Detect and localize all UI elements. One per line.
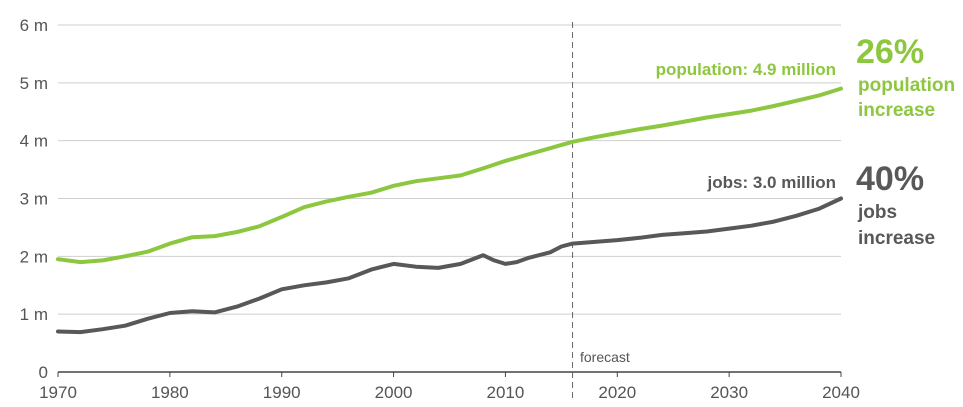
axes: 0 1 m 2 m 3 m 4 m 5 m 6 m 1970 1980 1990 2000 2010 2… (20, 16, 860, 402)
population-increase-line1: population (858, 75, 955, 96)
x-tick-label: 2010 (487, 383, 525, 402)
series-lines (56, 86, 843, 335)
population-increase-line2: increase (858, 100, 935, 121)
x-tick-label: 2020 (598, 383, 636, 402)
y-tick-label: 4 m (20, 132, 48, 151)
jobs-series-label: jobs: 3.0 million (707, 173, 836, 192)
y-tick-label: 0 (39, 363, 48, 382)
x-tick-label: 1970 (39, 383, 77, 402)
x-tick-label: 1980 (151, 383, 189, 402)
forecast-label: forecast (580, 349, 630, 365)
y-tick-label: 6 m (20, 16, 48, 35)
y-tick-label: 2 m (20, 247, 48, 266)
labels: population: 4.9 million jobs: 3.0 millio… (580, 33, 955, 365)
x-tick-label: 2000 (375, 383, 413, 402)
jobs-increase-line1: jobs (857, 202, 897, 223)
jobs-percent: 40% (856, 160, 924, 198)
jobs-line (56, 196, 843, 335)
population-line (56, 86, 843, 265)
gridlines (58, 24, 841, 373)
y-tick-label: 1 m (20, 305, 48, 324)
jobs-increase-line2: increase (858, 228, 935, 249)
y-tick-label: 3 m (20, 190, 48, 209)
x-tick-label: 1990 (263, 383, 301, 402)
x-tick-label: 2040 (822, 383, 860, 402)
population-series-label: population: 4.9 million (656, 60, 836, 79)
y-tick-label: 5 m (20, 74, 48, 93)
x-tick-label: 2030 (710, 383, 748, 402)
population-percent: 26% (856, 33, 924, 71)
